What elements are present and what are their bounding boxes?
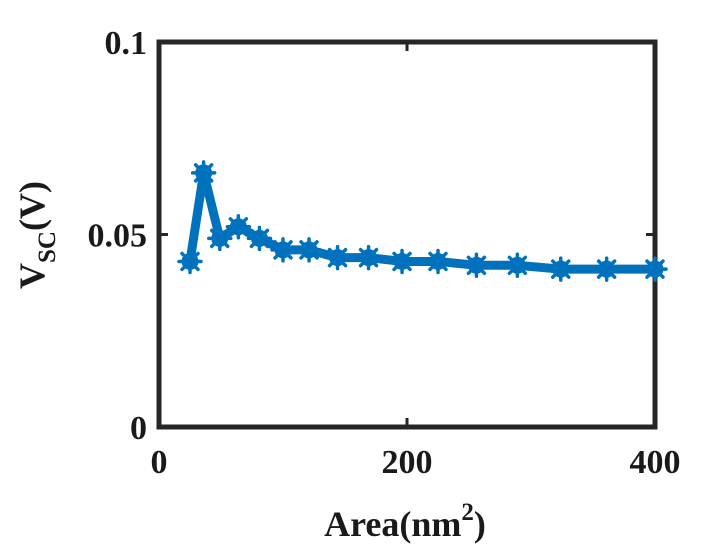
data-point-star — [548, 256, 574, 282]
data-point — [355, 244, 382, 271]
y-axis-label: VSC(V) — [12, 181, 61, 289]
data-point — [642, 256, 668, 282]
data-point — [207, 225, 233, 252]
data-point-star — [177, 248, 203, 275]
data-point-star — [324, 244, 351, 271]
x-tick-label: 400 — [630, 444, 681, 481]
data-point-star — [270, 237, 296, 263]
data-point — [389, 248, 415, 275]
data-point — [504, 252, 531, 279]
x-axis-label-superscript: 2 — [461, 499, 474, 526]
y-tick-label: 0.1 — [105, 25, 148, 62]
data-point — [463, 252, 490, 279]
data-point — [177, 248, 203, 275]
x-tick-label: 200 — [382, 444, 433, 481]
data-point — [296, 237, 322, 263]
data-point — [270, 237, 296, 263]
data-point-star — [389, 248, 415, 275]
series-line — [185, 168, 660, 274]
x-axis-label-main: Area(nm — [324, 504, 461, 544]
data-point-star — [463, 252, 490, 279]
data-series — [177, 160, 668, 282]
data-point — [190, 160, 217, 186]
data-point-star — [504, 252, 531, 279]
x-axis-label-suffix: ) — [474, 504, 486, 544]
data-point — [425, 248, 451, 275]
data-point-star — [425, 248, 451, 275]
data-point-star — [296, 237, 322, 263]
x-axis-label: Area(nm2) — [324, 499, 486, 544]
y-axis-label-suffix: (V) — [12, 181, 52, 231]
data-point — [548, 256, 574, 282]
axis-ticks — [157, 40, 657, 429]
data-point-star — [642, 256, 668, 282]
data-point-star — [246, 225, 273, 252]
y-tick-label: 0 — [130, 410, 147, 447]
data-point — [225, 214, 252, 240]
y-tick-label: 0.05 — [88, 218, 148, 255]
data-point-star — [225, 214, 252, 240]
data-point-star — [593, 256, 620, 282]
data-point — [593, 256, 620, 282]
data-point — [324, 244, 351, 271]
y-axis-label-subscript: SC — [34, 231, 61, 263]
data-point-star — [355, 244, 382, 271]
tick-labels: 0 200 400 0 0.05 0.1 — [88, 25, 681, 481]
y-axis-label-main: V — [12, 263, 52, 289]
x-tick-label: 0 — [151, 444, 168, 481]
data-point-star — [190, 160, 217, 186]
data-point — [246, 225, 273, 252]
data-point-star — [207, 225, 233, 252]
